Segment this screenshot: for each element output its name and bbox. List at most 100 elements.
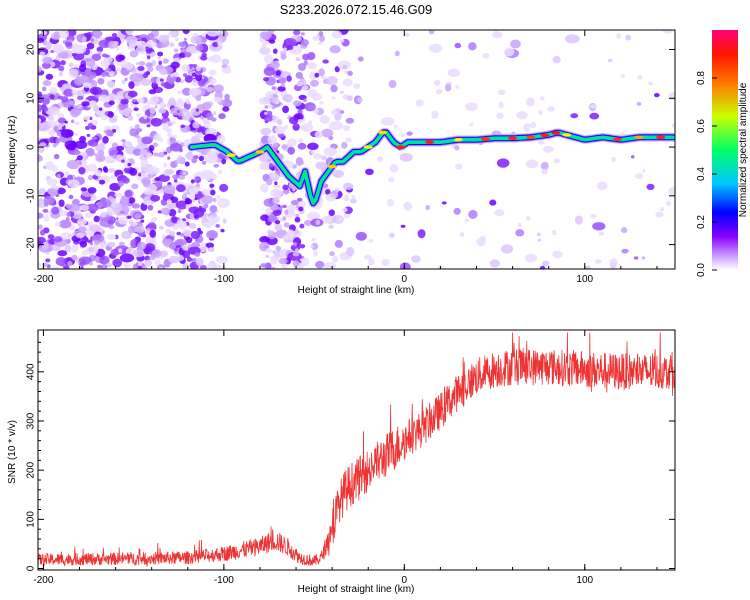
noise-speckle [192, 258, 197, 263]
noise-speckle [41, 241, 49, 251]
noise-speckle [135, 61, 139, 66]
noise-speckle [272, 250, 276, 254]
noise-speckle [112, 154, 117, 159]
noise-speckle [349, 198, 357, 204]
chart-title: S233.2026.072.15.46.G09 [280, 2, 433, 17]
noise-speckle [272, 196, 280, 204]
noise-speckle [167, 156, 171, 160]
noise-speckle [453, 207, 461, 215]
noise-speckle [321, 128, 334, 138]
noise-speckle [347, 70, 353, 77]
noise-speckle [125, 30, 134, 36]
noise-speckle [275, 70, 282, 76]
noise-speckle [42, 80, 52, 86]
noise-speckle [87, 174, 93, 181]
noise-speckle [65, 217, 70, 221]
noise-speckle [144, 259, 153, 267]
noise-speckle [607, 58, 613, 63]
noise-speckle [91, 87, 99, 96]
noise-speckle [201, 102, 212, 110]
noise-speckle [197, 227, 201, 232]
snr-line [38, 332, 675, 567]
noise-speckle [38, 37, 45, 43]
noise-speckle [69, 108, 80, 118]
noise-speckle [162, 44, 166, 48]
noise-speckle [166, 199, 172, 204]
noise-speckle [428, 43, 443, 53]
noise-speckle [276, 118, 283, 126]
noise-speckle [172, 76, 177, 81]
noise-speckle [270, 266, 276, 269]
noise-speckle [48, 114, 55, 122]
noise-speckle [218, 113, 226, 120]
colorbar-label: Normalized spectral amplitude [738, 82, 749, 217]
noise-speckle [271, 86, 277, 90]
noise-speckle [209, 189, 216, 196]
noise-speckle [153, 133, 162, 142]
noise-speckle [146, 55, 151, 60]
noise-speckle [120, 98, 129, 105]
noise-speckle [78, 167, 86, 175]
noise-speckle [329, 45, 341, 54]
noise-speckle [547, 106, 555, 112]
noise-speckle [142, 178, 151, 188]
noise-speckle [464, 218, 470, 223]
noise-speckle [121, 139, 126, 143]
spectrogram-x-axis: -200 -100 0 100 [33, 30, 658, 285]
ridge-peak [255, 150, 265, 154]
noise-speckle [203, 84, 208, 89]
noise-speckle [292, 260, 300, 267]
noise-speckle [328, 209, 335, 217]
noise-speckle [301, 85, 309, 91]
noise-speckle [465, 102, 478, 111]
noise-speckle [381, 258, 390, 267]
noise-speckle [117, 248, 123, 253]
noise-speckle [144, 243, 156, 252]
noise-speckle [213, 111, 217, 115]
noise-speckle [296, 205, 300, 209]
noise-speckle [163, 151, 168, 155]
noise-speckle [195, 108, 200, 112]
noise-speckle [140, 78, 152, 86]
noise-speckle [178, 52, 187, 58]
noise-speckle [115, 54, 125, 63]
noise-speckle [290, 199, 299, 206]
noise-speckle [282, 105, 290, 114]
noise-speckle [345, 246, 355, 257]
noise-speckle [58, 219, 72, 229]
noise-speckle [169, 30, 179, 38]
y-tick-label: -10 [26, 188, 37, 203]
noise-speckle [217, 41, 222, 47]
noise-speckle [184, 75, 193, 83]
ridge-peak [327, 164, 337, 169]
noise-speckle [357, 97, 363, 103]
noise-speckle [201, 188, 211, 196]
noise-speckle [536, 232, 541, 237]
noise-speckle [172, 134, 177, 139]
noise-speckle [127, 162, 132, 167]
noise-speckle [135, 46, 147, 53]
noise-speckle [380, 117, 395, 126]
noise-speckle [281, 204, 288, 209]
noise-speckle [468, 209, 478, 219]
noise-speckle [634, 173, 644, 180]
noise-speckle [49, 94, 55, 100]
noise-speckle [38, 212, 44, 219]
ridge-peak [226, 153, 236, 157]
noise-speckle [345, 117, 355, 124]
noise-speckle [158, 225, 165, 230]
noise-speckle [633, 256, 639, 260]
noise-speckle [135, 128, 143, 133]
noise-speckle [260, 214, 270, 222]
noise-speckle [153, 152, 159, 157]
noise-speckle [282, 189, 290, 195]
noise-speckle [147, 222, 157, 230]
noise-speckle [310, 244, 314, 249]
noise-speckle [71, 254, 78, 261]
noise-speckle [263, 54, 274, 64]
ridge-peak [363, 145, 373, 149]
noise-speckle [154, 177, 161, 182]
noise-speckle [510, 39, 521, 49]
noise-speckle [263, 198, 275, 207]
noise-speckle [170, 107, 183, 116]
